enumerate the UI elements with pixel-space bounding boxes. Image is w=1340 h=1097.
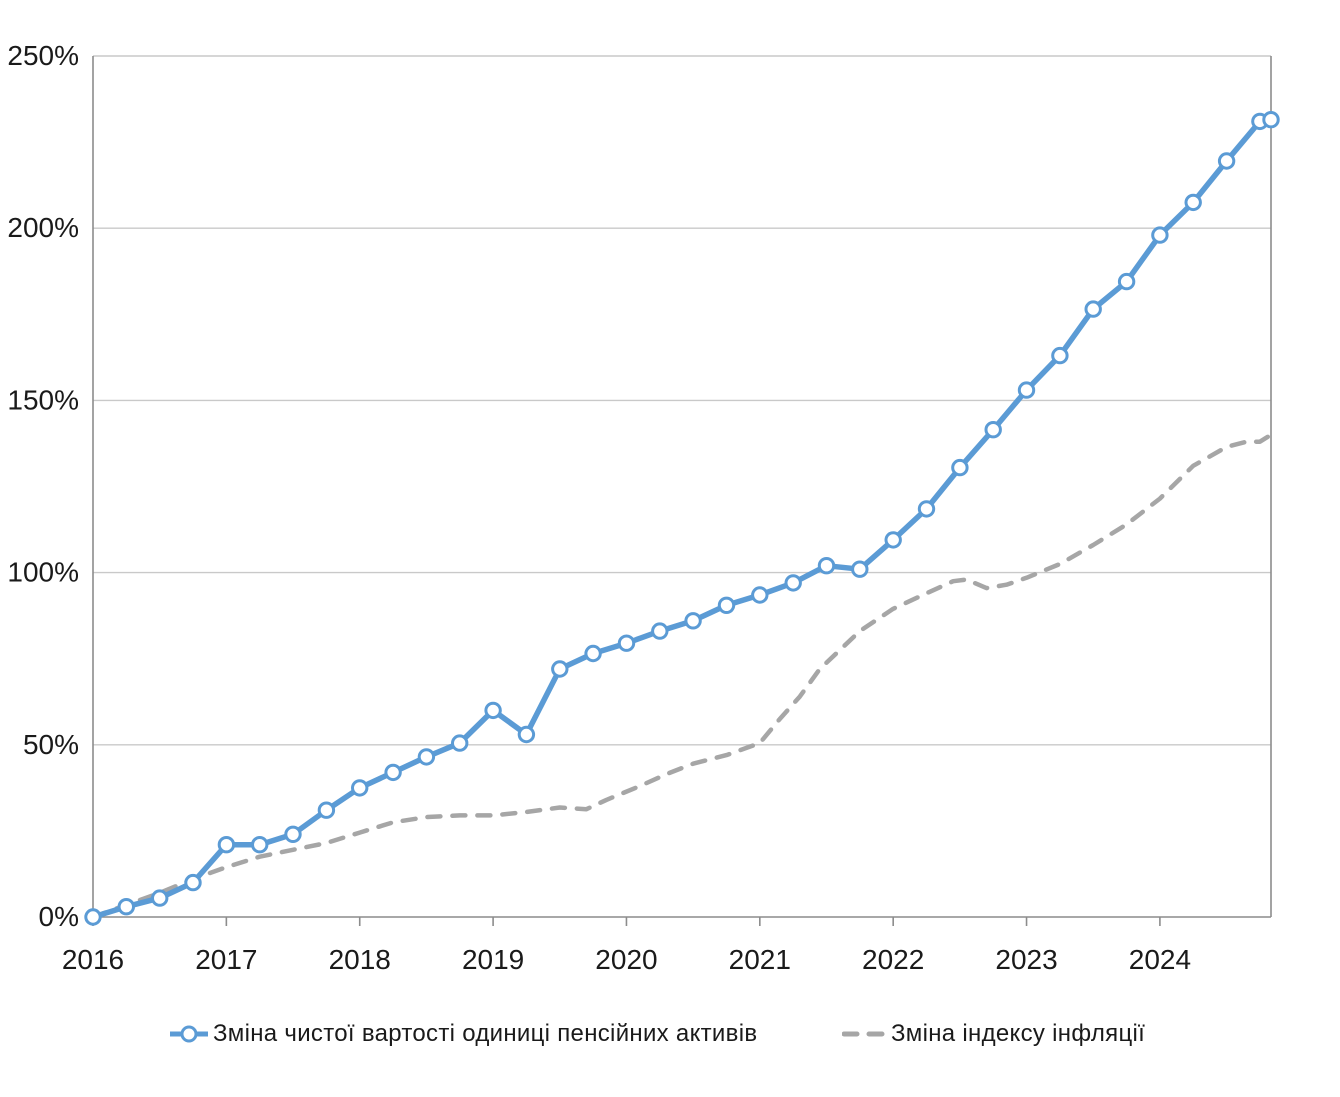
data-point-marker bbox=[517, 725, 536, 744]
y-axis-tick-label: 0% bbox=[39, 901, 79, 932]
net-asset-value-line bbox=[90, 116, 1274, 920]
data-point-marker bbox=[217, 836, 236, 854]
data-point-marker bbox=[451, 734, 469, 752]
data-point-marker bbox=[784, 574, 802, 592]
data-point-marker bbox=[684, 612, 702, 630]
x-axis-tick-label: 2017 bbox=[195, 944, 257, 975]
y-axis-tick-label: 100% bbox=[7, 557, 79, 588]
y-axis-tick-label: 50% bbox=[23, 729, 79, 760]
data-point-marker bbox=[817, 557, 836, 575]
data-point-marker bbox=[917, 500, 936, 518]
x-axis-tick-label: 2020 bbox=[595, 944, 657, 975]
legend-label-inflation: Зміна індексу інфляції bbox=[891, 1020, 1146, 1047]
data-point-marker bbox=[317, 801, 336, 819]
legend-item-net-asset-value: Зміна чистої вартості одиниці пенсійних … bbox=[168, 1020, 757, 1048]
data-point-marker bbox=[151, 889, 169, 907]
x-axis-tick-label: 2021 bbox=[729, 944, 791, 975]
data-point-marker bbox=[1262, 111, 1280, 129]
data-point-marker bbox=[184, 873, 202, 892]
data-point-marker bbox=[1084, 300, 1102, 318]
y-axis-tick-label: 200% bbox=[7, 212, 79, 243]
legend-item-inflation: Зміна індексу інфляції bbox=[842, 1020, 1145, 1048]
data-point-marker bbox=[251, 836, 269, 854]
data-point-marker bbox=[951, 458, 969, 477]
x-axis-tick-label: 2022 bbox=[862, 944, 924, 975]
solid-line-marker-swatch bbox=[170, 1025, 208, 1043]
data-point-marker bbox=[651, 622, 669, 640]
dashed-line-swatch bbox=[842, 1031, 888, 1037]
data-point-marker bbox=[1017, 381, 1036, 399]
data-point-marker bbox=[751, 586, 769, 604]
data-point-marker bbox=[1151, 226, 1169, 244]
line-chart: 0% 50% 100% 150% 200% 250% 2016 2017 2018 2019 202… bbox=[7, 40, 1280, 975]
data-point-marker bbox=[584, 644, 602, 663]
legend: Зміна чистої вартості одиниці пенсійних … bbox=[0, 1012, 1340, 1056]
data-point-marker bbox=[617, 634, 636, 652]
x-axis-tick-label: 2016 bbox=[62, 944, 124, 975]
x-axis-tick-label: 2019 bbox=[462, 944, 524, 975]
data-point-marker bbox=[117, 898, 136, 916]
data-point-marker bbox=[1184, 193, 1202, 212]
legend-label-net-asset-value: Зміна чистої вартості одиниці пенсійних … bbox=[213, 1020, 758, 1047]
y-axis-tick-label: 250% bbox=[7, 40, 79, 71]
data-point-marker bbox=[884, 531, 902, 549]
data-point-marker bbox=[284, 825, 302, 843]
data-point-marker bbox=[851, 560, 869, 578]
data-point-marker bbox=[1117, 272, 1136, 291]
x-axis-tick-label: 2018 bbox=[329, 944, 391, 975]
data-point-marker bbox=[1051, 346, 1069, 365]
x-axis-tick-label: 2023 bbox=[995, 944, 1057, 975]
data-point-marker bbox=[351, 779, 369, 797]
data-point-marker bbox=[1217, 152, 1236, 170]
inflation-line bbox=[90, 432, 1274, 920]
data-point-marker bbox=[417, 748, 436, 766]
y-axis-tick-label: 150% bbox=[7, 384, 79, 415]
x-axis-tick-label: 2024 bbox=[1129, 944, 1191, 975]
chart-canvas: 0% 50% 100% 150% 200% 250% 2016 2017 2018 2019 202… bbox=[7, 40, 1280, 975]
data-point-marker bbox=[984, 421, 1002, 439]
data-point-marker bbox=[717, 596, 736, 614]
data-point-marker bbox=[484, 701, 502, 720]
data-point-marker bbox=[551, 660, 569, 678]
data-point-marker bbox=[384, 763, 402, 782]
data-point-marker bbox=[84, 908, 102, 926]
